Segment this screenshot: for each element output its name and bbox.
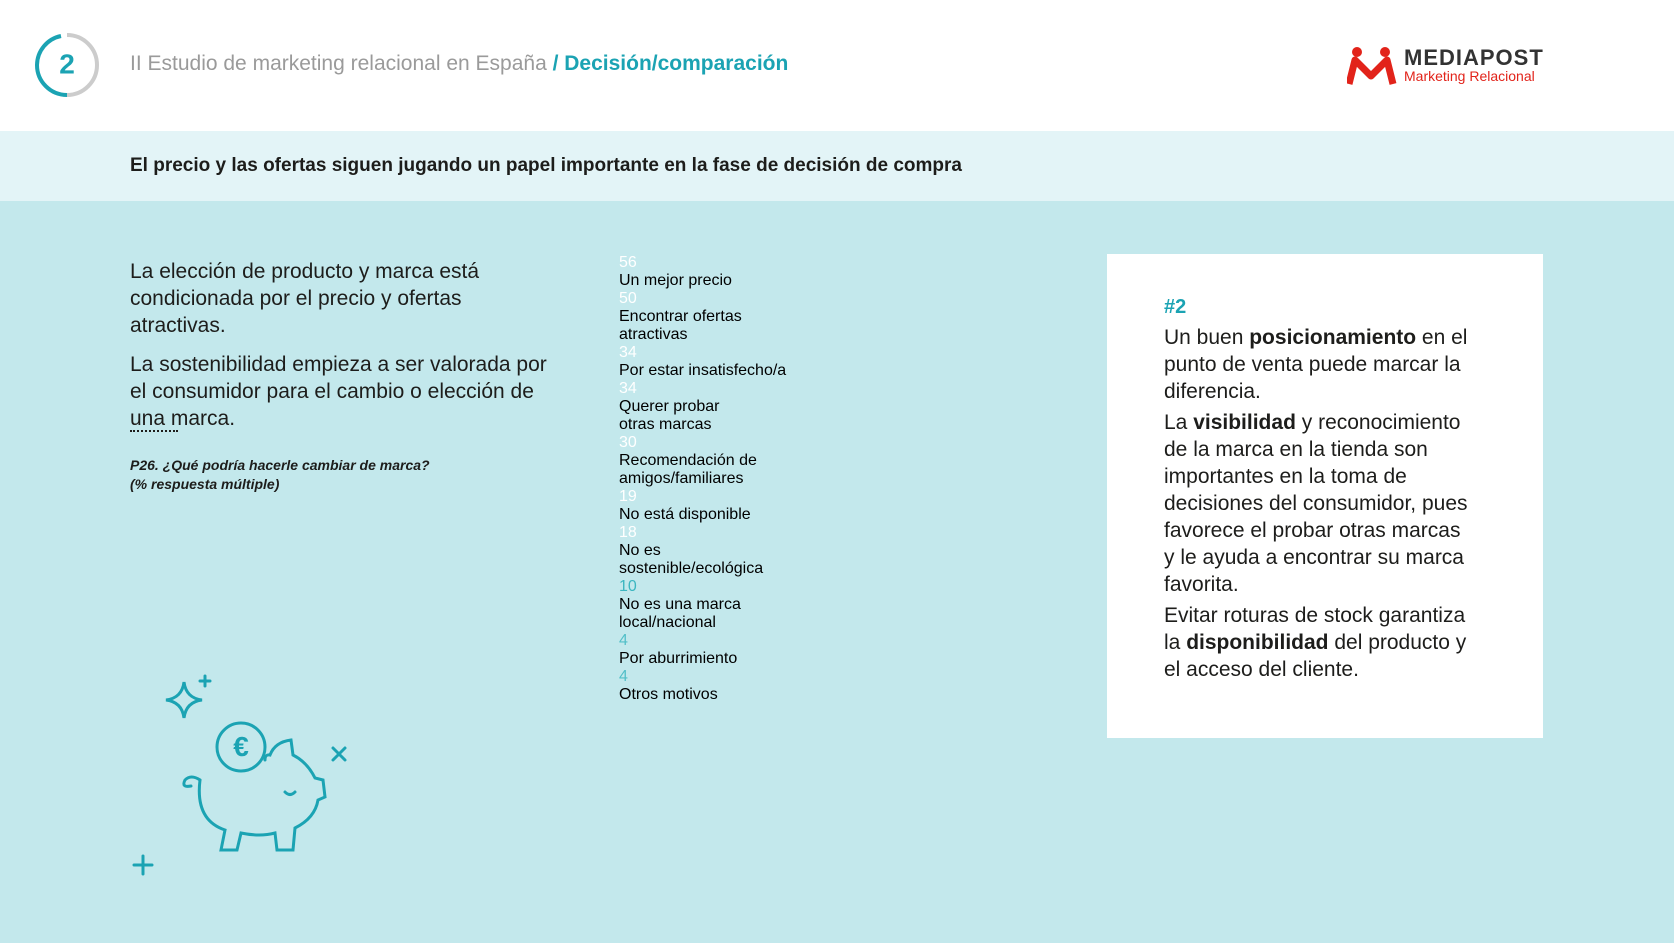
value-label: 50 xyxy=(619,290,637,307)
category-label: No es una marca local/nacional xyxy=(619,596,741,631)
value-label: 18 xyxy=(619,524,637,541)
intro-text: La elección de producto y marca está con… xyxy=(130,260,480,337)
intro: La elección de producto y marca está con… xyxy=(130,258,560,444)
question-line: P26. ¿Qué podría hacerle cambiar de marc… xyxy=(130,457,430,473)
card-paragraph: Evitar roturas de stock garantiza la dis… xyxy=(1164,602,1474,683)
category-label: No es sostenible/ecológica xyxy=(619,542,764,577)
card-text: Un buen xyxy=(1164,326,1250,349)
logo-icon xyxy=(1347,47,1397,85)
bar-chart: 56 Un mejor precio 50 Encontrar ofertas atr… xyxy=(619,254,1039,884)
card-text: en el punto de venta puede marcar la dif… xyxy=(1164,326,1468,403)
value-label: 30 xyxy=(619,434,637,451)
value-label: 4 xyxy=(619,668,628,685)
category-label: No está disponible xyxy=(619,506,751,523)
card-text: y reconocimiento de la marca en la tiend… xyxy=(1164,411,1468,596)
header-subtitle: / Decisión/comparación xyxy=(552,52,789,75)
card: #2 Un buen posicionamiento en el punto d… xyxy=(1107,254,1543,738)
banner: El precio y las ofertas siguen jugando u… xyxy=(0,131,1674,201)
card-body: Un buen posicionamiento en el punto de v… xyxy=(1164,324,1474,687)
card-paragraph: La visibilidad y reconocimiento de la ma… xyxy=(1164,409,1474,598)
category-label: Querer probar otras marcas xyxy=(619,398,720,433)
card-text: La xyxy=(1164,411,1194,434)
card-paragraph: Un buen posicionamiento en el punto de v… xyxy=(1164,324,1474,405)
value-label: 56 xyxy=(619,254,637,271)
divider xyxy=(130,430,178,432)
category-label: Recomendación de amigos/familiares xyxy=(619,452,757,487)
intro-text: La sostenibilidad empieza a ser valorada… xyxy=(130,353,547,430)
card-tag: #2 xyxy=(1164,296,1187,318)
svg-text:€: € xyxy=(233,731,249,762)
header-title: II Estudio de marketing relacional en Es… xyxy=(130,52,547,75)
category-label: Por aburrimiento xyxy=(619,650,738,667)
question-line: (% respuesta múltiple) xyxy=(130,476,280,492)
card-text: Evitar roturas de stock garantiza la xyxy=(1164,604,1466,654)
header-title-row: II Estudio de marketing relacional en Es… xyxy=(130,52,788,76)
card-emphasis: visibilidad xyxy=(1193,411,1296,434)
value-label: 19 xyxy=(619,488,637,505)
banner-text: El precio y las ofertas siguen jugando u… xyxy=(130,155,962,176)
piggy-illustration: € xyxy=(132,674,347,876)
section-badge: 2 xyxy=(34,33,99,97)
card-emphasis: disponibilidad xyxy=(1186,631,1329,654)
category-label: Un mejor precio xyxy=(619,272,732,289)
logo-tagline: Marketing Relacional xyxy=(1404,68,1535,84)
card-emphasis: posicionamiento xyxy=(1249,326,1417,349)
value-label: 34 xyxy=(619,380,637,397)
logo-brand: MEDIAPOST xyxy=(1404,45,1544,70)
header: 2 II Estudio de marketing relacional en … xyxy=(0,0,1674,131)
question: P26. ¿Qué podría hacerle cambiar de marc… xyxy=(130,456,430,494)
card-text: del producto y el acceso del cliente. xyxy=(1164,631,1467,681)
category-label: Por estar insatisfecho/a xyxy=(619,362,787,379)
value-label: 34 xyxy=(619,344,637,361)
value-label: 4 xyxy=(619,632,628,649)
section-number: 2 xyxy=(59,48,75,79)
category-label: Encontrar ofertas atractivas xyxy=(619,308,742,343)
value-label: 10 xyxy=(619,578,637,595)
category-label: Otros motivos xyxy=(619,686,718,703)
